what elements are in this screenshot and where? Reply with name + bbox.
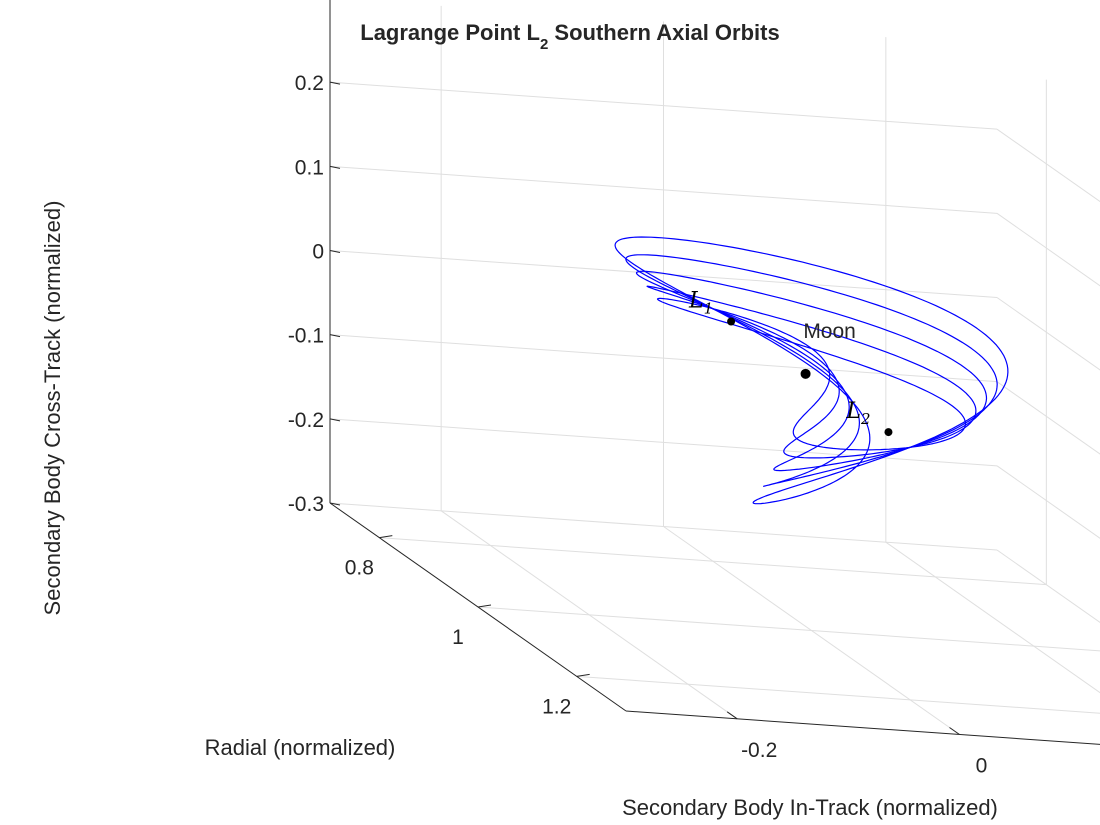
x-tick-mark <box>477 604 492 608</box>
x-tick-label: 1 <box>452 626 464 649</box>
x-tick-label: 0.8 <box>345 557 374 580</box>
point-Moon: Moon <box>800 320 856 379</box>
z-tick-label: -0.1 <box>288 325 324 348</box>
tick-labels: -0.3-0.2-0.100.10.20.811.2-0.200.2 <box>288 72 988 778</box>
grid-line-z <box>996 381 1100 455</box>
z-tick-label: 0 <box>312 241 324 264</box>
label-L1: L1 <box>688 288 713 317</box>
chart-title: Lagrange Point L2 Southern Axial Orbits <box>360 20 779 53</box>
marker-L1 <box>727 317 736 326</box>
axis-lines <box>329 0 1100 745</box>
orbit-line-4 <box>625 254 998 487</box>
grid-line-z <box>996 549 1100 623</box>
z-tick-label: -0.3 <box>288 493 324 516</box>
grid-line-x <box>477 606 1100 652</box>
z-tick-mark <box>329 165 341 169</box>
y-tick-mark <box>726 711 738 720</box>
grid-lines <box>329 5 1100 735</box>
y-axis-line <box>625 710 1100 745</box>
label-sub-L2: 2 <box>860 410 871 428</box>
label-main-L1: L <box>688 288 704 313</box>
grid-line-z <box>996 297 1100 371</box>
chart-title-subscript: 2 <box>540 36 548 53</box>
grid-line-x <box>576 675 1100 714</box>
grid-line-y <box>885 541 1100 694</box>
label-L2: L2 <box>845 399 870 428</box>
z-tick-label: 0.1 <box>295 156 324 179</box>
y-tick-label: -0.2 <box>741 739 777 762</box>
z-axis-label: Secondary Body Cross-Track (normalized) <box>40 201 65 616</box>
marker-L2 <box>884 428 893 437</box>
point-L1: L1 <box>688 288 736 326</box>
x-tick-mark <box>576 673 590 677</box>
z-tick-label: 0.2 <box>295 72 324 95</box>
grid-line-z <box>996 212 1100 287</box>
y-tick-label: 0 <box>976 755 988 778</box>
x-tick-mark <box>379 535 393 539</box>
y-tick-mark <box>949 727 960 735</box>
point-L2: L2 <box>845 399 893 437</box>
label-main-Moon: Moon <box>803 320 856 343</box>
z-tick-mark <box>329 81 341 85</box>
y-axis-label: Secondary Body In-Track (normalized) <box>622 795 998 820</box>
z-tick-mark <box>329 418 341 422</box>
orbit-line-5 <box>614 236 1009 505</box>
grid-line-y <box>440 510 738 720</box>
chart-title-rest: Southern Axial Orbits <box>548 20 779 45</box>
grid-line-y <box>663 526 960 735</box>
label-sub-L1: 1 <box>704 299 714 317</box>
label-Moon: Moon <box>803 320 856 343</box>
z-tick-mark <box>329 334 341 338</box>
label-main-L2: L <box>845 399 861 424</box>
z-tick-mark <box>329 502 341 506</box>
grid-line-z <box>996 465 1100 539</box>
chart-title-main: Lagrange Point L <box>360 20 540 45</box>
marker-Moon <box>800 368 811 379</box>
grid-line-z <box>996 128 1100 203</box>
orbit-series <box>614 236 1009 505</box>
x-tick-label: 1.2 <box>542 695 571 718</box>
z-tick-label: -0.2 <box>288 409 324 432</box>
z-tick-mark <box>329 250 341 253</box>
x-axis-label: Radial (normalized) <box>205 735 396 760</box>
